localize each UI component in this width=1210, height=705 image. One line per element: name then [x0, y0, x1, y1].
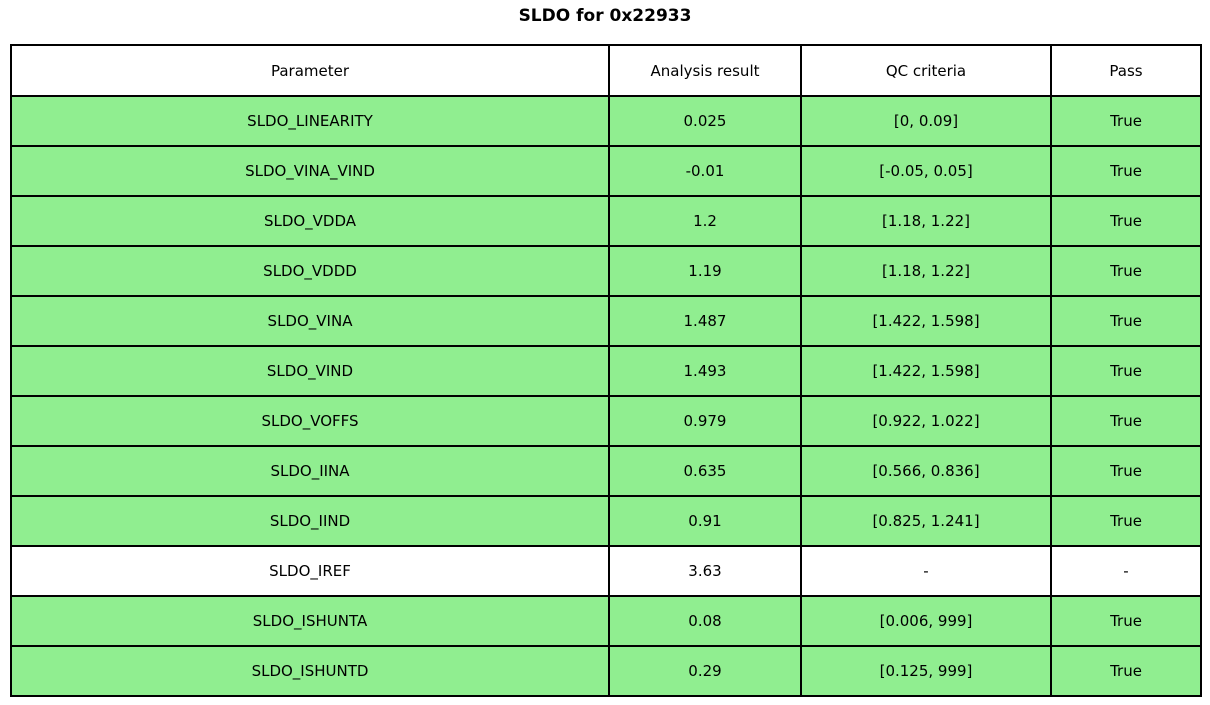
cell-analysis-result: 0.025 — [608, 95, 802, 147]
cell-pass: True — [1050, 495, 1202, 547]
cell-analysis-result: 0.979 — [608, 395, 802, 447]
cell-parameter: SLDO_VINA — [10, 295, 610, 347]
table-row: SLDO_VINA 1.487 [1.422, 1.598] True — [10, 295, 1202, 347]
cell-parameter: SLDO_ISHUNTA — [10, 595, 610, 647]
table-row: SLDO_IIND 0.91 [0.825, 1.241] True — [10, 495, 1202, 547]
table-row: SLDO_ISHUNTA 0.08 [0.006, 999] True — [10, 595, 1202, 647]
cell-analysis-result: 0.635 — [608, 445, 802, 497]
cell-analysis-result: 0.91 — [608, 495, 802, 547]
cell-parameter: SLDO_LINEARITY — [10, 95, 610, 147]
table-row: SLDO_IREF 3.63 - - — [10, 545, 1202, 597]
cell-pass: True — [1050, 95, 1202, 147]
cell-parameter: SLDO_VINA_VIND — [10, 145, 610, 197]
table-row: SLDO_VIND 1.493 [1.422, 1.598] True — [10, 345, 1202, 397]
cell-analysis-result: 1.487 — [608, 295, 802, 347]
cell-pass: True — [1050, 445, 1202, 497]
cell-parameter: SLDO_VDDA — [10, 195, 610, 247]
cell-analysis-result: 1.493 — [608, 345, 802, 397]
cell-qc-criteria: [0.566, 0.836] — [800, 445, 1052, 497]
table-row: SLDO_LINEARITY 0.025 [0, 0.09] True — [10, 95, 1202, 147]
cell-analysis-result: -0.01 — [608, 145, 802, 197]
cell-analysis-result: 3.63 — [608, 545, 802, 597]
cell-qc-criteria: [0.125, 999] — [800, 645, 1052, 697]
cell-pass: True — [1050, 345, 1202, 397]
header-parameter: Parameter — [10, 44, 610, 97]
cell-parameter: SLDO_IREF — [10, 545, 610, 597]
qc-results-table: Parameter Analysis result QC criteria Pa… — [10, 44, 1202, 697]
cell-parameter: SLDO_VDDD — [10, 245, 610, 297]
cell-qc-criteria: [1.18, 1.22] — [800, 195, 1052, 247]
cell-pass: - — [1050, 545, 1202, 597]
cell-pass: True — [1050, 595, 1202, 647]
cell-qc-criteria: [1.18, 1.22] — [800, 245, 1052, 297]
cell-parameter: SLDO_ISHUNTD — [10, 645, 610, 697]
cell-analysis-result: 0.29 — [608, 645, 802, 697]
cell-pass: True — [1050, 245, 1202, 297]
cell-pass: True — [1050, 645, 1202, 697]
cell-qc-criteria: [1.422, 1.598] — [800, 295, 1052, 347]
cell-qc-criteria: [1.422, 1.598] — [800, 345, 1052, 397]
header-analysis-result: Analysis result — [608, 44, 802, 97]
cell-parameter: SLDO_IINA — [10, 445, 610, 497]
cell-parameter: SLDO_IIND — [10, 495, 610, 547]
cell-analysis-result: 1.2 — [608, 195, 802, 247]
cell-parameter: SLDO_VOFFS — [10, 395, 610, 447]
cell-qc-criteria: [0.006, 999] — [800, 595, 1052, 647]
header-row: Parameter Analysis result QC criteria Pa… — [10, 44, 1202, 97]
table-row: SLDO_VINA_VIND -0.01 [-0.05, 0.05] True — [10, 145, 1202, 197]
table-row: SLDO_VDDA 1.2 [1.18, 1.22] True — [10, 195, 1202, 247]
cell-pass: True — [1050, 395, 1202, 447]
table-row: SLDO_IINA 0.635 [0.566, 0.836] True — [10, 445, 1202, 497]
cell-analysis-result: 1.19 — [608, 245, 802, 297]
cell-qc-criteria: - — [800, 545, 1052, 597]
header-pass: Pass — [1050, 44, 1202, 97]
cell-pass: True — [1050, 295, 1202, 347]
cell-qc-criteria: [0.922, 1.022] — [800, 395, 1052, 447]
cell-qc-criteria: [0.825, 1.241] — [800, 495, 1052, 547]
cell-parameter: SLDO_VIND — [10, 345, 610, 397]
page-title: SLDO for 0x22933 — [518, 6, 692, 26]
table-row: SLDO_VOFFS 0.979 [0.922, 1.022] True — [10, 395, 1202, 447]
header-qc-criteria: QC criteria — [800, 44, 1052, 97]
table-row: SLDO_ISHUNTD 0.29 [0.125, 999] True — [10, 645, 1202, 697]
cell-pass: True — [1050, 145, 1202, 197]
cell-qc-criteria: [-0.05, 0.05] — [800, 145, 1052, 197]
cell-pass: True — [1050, 195, 1202, 247]
cell-analysis-result: 0.08 — [608, 595, 802, 647]
cell-qc-criteria: [0, 0.09] — [800, 95, 1052, 147]
table-row: SLDO_VDDD 1.19 [1.18, 1.22] True — [10, 245, 1202, 297]
